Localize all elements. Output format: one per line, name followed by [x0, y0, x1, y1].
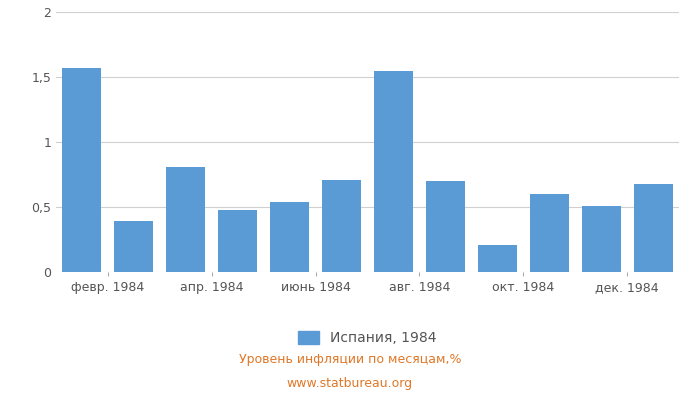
Bar — [114, 221, 153, 272]
Bar — [426, 181, 465, 272]
Bar — [62, 68, 102, 272]
Bar — [270, 202, 309, 272]
Bar — [478, 245, 517, 272]
Bar — [634, 184, 673, 272]
Bar — [218, 210, 257, 272]
Bar — [167, 167, 205, 272]
Bar — [374, 70, 413, 272]
Bar — [322, 180, 361, 272]
Bar — [530, 194, 568, 272]
Text: www.statbureau.org: www.statbureau.org — [287, 378, 413, 390]
Text: Уровень инфляции по месяцам,%: Уровень инфляции по месяцам,% — [239, 354, 461, 366]
Bar — [582, 206, 621, 272]
Legend: Испания, 1984: Испания, 1984 — [293, 326, 442, 351]
